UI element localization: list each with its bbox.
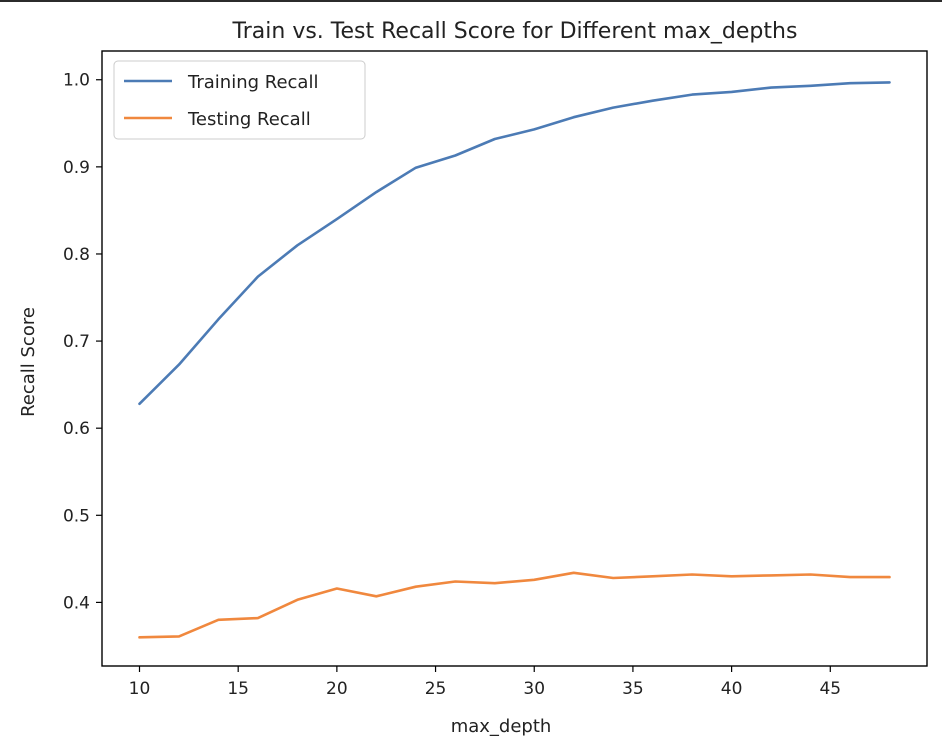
x-tick-label: 35	[622, 679, 644, 699]
x-tick-label: 45	[819, 679, 841, 699]
y-tick-label: 0.4	[63, 593, 90, 613]
x-tick-label: 40	[721, 679, 743, 699]
x-axis-label: max_depth	[451, 716, 552, 737]
y-tick-label: 0.7	[63, 332, 90, 352]
series-line-0	[138, 81, 891, 406]
legend-label: Testing Recall	[187, 109, 311, 130]
window-top-border	[0, 0, 942, 2]
axes-layer: 10 15 20 25 30 35 40 45 0.4 0.5 0.6 0.7 0.8 0.9 1.0	[63, 50, 928, 699]
legend: Training Recall Testing Recall	[113, 60, 366, 140]
chart-title: Train vs. Test Recall Score for Differen…	[232, 19, 798, 44]
plot-frame	[101, 50, 928, 667]
y-tick-label: 0.8	[63, 245, 90, 265]
x-tick-label: 20	[326, 679, 348, 699]
series-layer	[138, 81, 891, 639]
y-tick-label: 1.0	[63, 71, 90, 91]
x-tick-label: 10	[129, 679, 151, 699]
legend-box	[113, 60, 366, 140]
y-tick-label: 0.5	[63, 506, 90, 526]
x-tick-label: 30	[523, 679, 545, 699]
series-line-1	[138, 571, 891, 639]
x-tick-label: 25	[425, 679, 447, 699]
y-tick-label: 0.9	[63, 158, 90, 178]
legend-label: Training Recall	[187, 72, 318, 93]
y-axis-label: Recall Score	[18, 307, 39, 417]
y-tick-label: 0.6	[63, 419, 90, 439]
x-tick-label: 15	[227, 679, 249, 699]
